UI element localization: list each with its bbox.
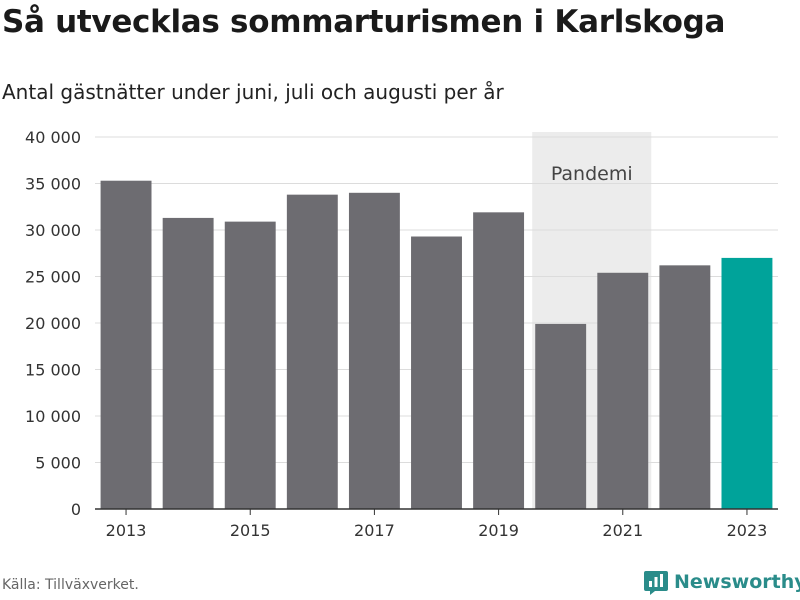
annotation-label: Pandemi: [551, 163, 633, 185]
brand-name: Newsworthy: [674, 571, 800, 593]
bar-2022: [659, 265, 711, 509]
x-tick-label: 2021: [602, 521, 643, 540]
bar-2023: [721, 257, 773, 509]
bar-2021: [597, 272, 649, 509]
y-tick-label: 25 000: [25, 268, 81, 287]
y-tick-label: 10 000: [25, 407, 81, 426]
x-tick-label: 2015: [230, 521, 271, 540]
y-tick-label: 40 000: [25, 128, 81, 147]
newsworthy-logo-icon: [644, 571, 668, 595]
x-tick-label: 2019: [478, 521, 519, 540]
bar-2019: [473, 212, 525, 509]
bar-2015: [224, 221, 276, 509]
source-note: Källa: Tillväxverket.: [2, 577, 139, 593]
y-tick-label: 35 000: [25, 175, 81, 194]
bar-2016: [286, 194, 338, 509]
bar-2018: [411, 236, 462, 509]
bar-2020: [535, 323, 587, 509]
bar-2017: [348, 192, 400, 510]
brand-logo: Newsworthy: [644, 569, 800, 595]
x-tick-label: 2013: [106, 521, 147, 540]
y-tick-label: 15 000: [25, 361, 81, 380]
y-tick-label: 5 000: [35, 454, 81, 473]
bar-2014: [162, 217, 214, 509]
bar-chart: Pandemi 0 5 000 10 000 15 000 20 000 25 000 30 …: [25, 128, 778, 540]
bar-2013: [100, 180, 152, 509]
chart-title: Så utvecklas sommarturismen i Karlskoga: [2, 4, 726, 40]
x-tick-label: 2017: [354, 521, 395, 540]
y-tick-label: 0: [71, 500, 81, 519]
y-tick-label: 20 000: [25, 314, 81, 333]
chart-subtitle: Antal gästnätter under juni, juli och au…: [2, 80, 504, 104]
y-tick-label: 30 000: [25, 221, 81, 240]
x-tick-label: 2023: [727, 521, 768, 540]
